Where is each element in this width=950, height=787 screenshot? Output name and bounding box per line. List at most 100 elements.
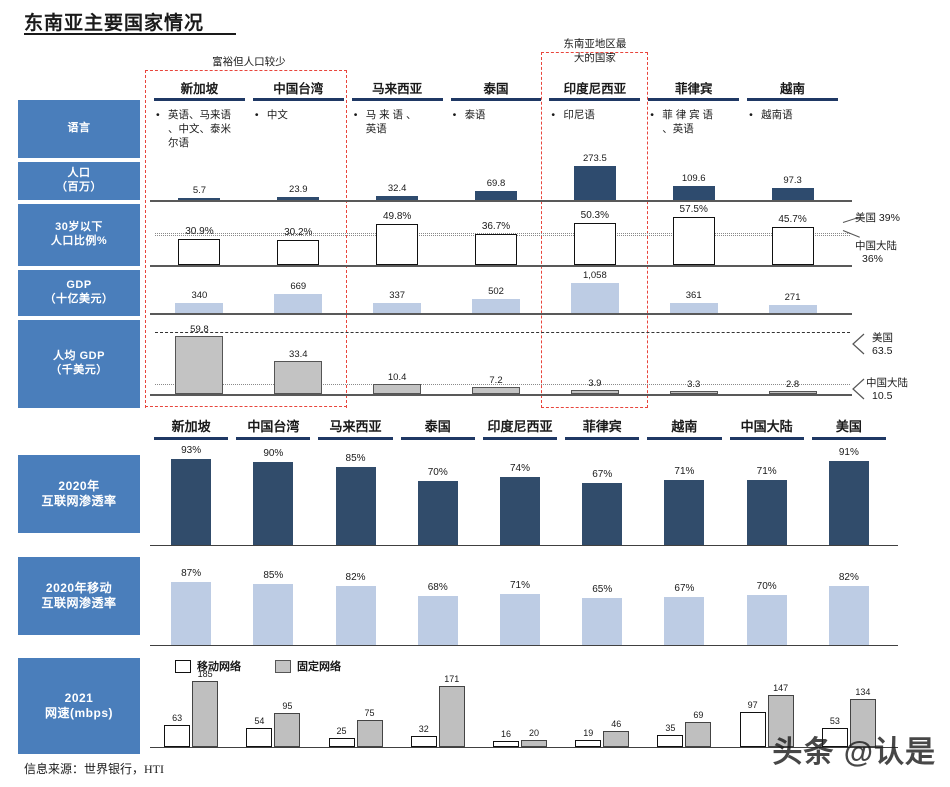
bar-label-speed-fixed-2: 75 xyxy=(364,708,375,719)
bar-label-internet-2: 85% xyxy=(345,452,366,464)
bar-label-gdppc-6: 2.8 xyxy=(785,379,800,390)
row-label-line2: 互联网渗透率 xyxy=(41,596,117,610)
callout-us-under30: 美国 39% xyxy=(855,212,900,224)
note-largest-country: 东南亚地区最 xyxy=(563,38,627,50)
language-cell-0: • 英语、马来语 、中文、泰米 尔语 xyxy=(156,108,245,151)
page-title: 东南亚主要国家情况 xyxy=(24,13,205,34)
top-column-rule-0 xyxy=(154,98,245,101)
bar-gdppc-3 xyxy=(472,386,520,394)
bar-gdppc-0 xyxy=(175,335,224,394)
bar-internet-1 xyxy=(253,462,294,545)
bullet-icon: • xyxy=(353,109,358,121)
bar-label-under30-6: 45.7% xyxy=(778,213,807,225)
legend-item-fixed[interactable]: 固定网络 xyxy=(275,658,341,674)
bottom-column-header-4: 印度尼西亚 xyxy=(487,419,553,434)
bar-speed-mobile-4 xyxy=(493,741,519,747)
top-row-label-text-0: 语言 xyxy=(68,122,91,136)
bar-label-mobile-4: 71% xyxy=(509,579,530,591)
bar-mobile-0 xyxy=(171,582,212,645)
bar-label-mobile-2: 82% xyxy=(345,571,366,583)
bar-under30-3 xyxy=(475,234,517,265)
bar-under30-5 xyxy=(672,217,715,265)
top-row-label-3: GDP （十亿美元） xyxy=(18,270,140,316)
bar-label-speed-fixed-7: 147 xyxy=(773,682,789,693)
bar-mobile-3 xyxy=(417,596,458,645)
bar-gdp-3 xyxy=(472,298,520,313)
title-underline xyxy=(24,33,236,35)
top-row-label-text-3: GDP （十亿美元） xyxy=(45,279,114,307)
bar-label-population-4: 273.5 xyxy=(582,153,607,164)
bar-label-under30-1: 30.2% xyxy=(284,226,313,238)
bar-gdp-6 xyxy=(768,305,817,313)
row-label-line2: （百万） xyxy=(56,181,102,193)
bar-label-mobile-8: 82% xyxy=(838,571,859,583)
axis-mobile-penetration xyxy=(150,645,898,646)
top-column-header-1: 中国台湾 xyxy=(273,82,324,96)
bar-label-speed-mobile-8: 53 xyxy=(829,716,840,727)
legend-item-mobile[interactable]: 移动网络 xyxy=(175,658,241,674)
bar-internet-2 xyxy=(335,466,376,545)
bar-gdp-0 xyxy=(175,303,224,313)
language-line: 、英语 xyxy=(662,123,694,136)
bar-gdp-1 xyxy=(274,294,323,313)
language-cell-5: • 菲 律 宾 语、英语 xyxy=(650,108,739,136)
bar-label-internet-3: 70% xyxy=(427,466,448,478)
bar-label-gdp-2: 337 xyxy=(389,290,406,302)
bar-mobile-6 xyxy=(664,596,705,645)
axis-internet-penetration xyxy=(150,545,898,546)
bottom-column-header-5: 菲律宾 xyxy=(582,419,622,434)
legend-swatch-icon-fixed xyxy=(275,659,291,673)
bar-label-gdppc-3: 7.2 xyxy=(489,374,503,386)
bar-population-2 xyxy=(376,195,419,200)
bar-label-speed-mobile-4: 16 xyxy=(500,729,511,740)
bar-label-speed-mobile-7: 97 xyxy=(747,700,758,711)
bar-label-speed-mobile-5: 19 xyxy=(583,728,594,739)
bar-internet-7 xyxy=(746,479,787,545)
top-row-label-1: 人口 （百万） xyxy=(18,162,140,200)
bar-internet-3 xyxy=(417,480,458,545)
row-label-line1: 2020年移动 xyxy=(45,581,113,595)
bar-gdppc-2 xyxy=(373,383,422,394)
bar-label-speed-mobile-3: 32 xyxy=(418,723,429,734)
bar-population-1 xyxy=(277,197,320,200)
bar-speed-fixed-2 xyxy=(356,720,383,747)
bar-label-speed-mobile-6: 35 xyxy=(665,722,676,733)
bar-under30-4 xyxy=(573,223,616,265)
top-column-rule-6 xyxy=(747,98,838,101)
top-column-header-2: 马来西亚 xyxy=(372,82,423,96)
language-text-6: 越南语 xyxy=(761,108,838,122)
language-line: 英语 xyxy=(365,123,387,136)
top-column-rule-4 xyxy=(549,98,641,101)
top-column-header-0: 新加坡 xyxy=(180,82,219,96)
bar-label-mobile-3: 68% xyxy=(427,582,448,594)
bullet-icon: • xyxy=(650,109,654,121)
language-cell-3: • 泰语 xyxy=(453,108,542,122)
top-row-label-text-1: 人口 （百万） xyxy=(56,167,102,195)
bar-gdp-4 xyxy=(570,283,619,313)
row-label-line1: GDP xyxy=(66,279,92,292)
bar-speed-fixed-4 xyxy=(521,739,547,747)
bar-label-gdppc-4: 3.9 xyxy=(588,378,602,390)
top-column-rule-1 xyxy=(252,98,344,101)
bottom-column-header-1: 中国台湾 xyxy=(247,419,300,434)
bar-label-speed-mobile-1: 54 xyxy=(254,715,265,726)
callout-china-gdppc-value: 10.5 xyxy=(872,390,893,402)
bar-label-speed-fixed-8: 134 xyxy=(855,687,871,698)
bar-internet-8 xyxy=(828,461,869,545)
bar-speed-fixed-5 xyxy=(603,730,630,747)
dashed-group-rich-bottom xyxy=(145,406,347,407)
bar-label-internet-4: 74% xyxy=(509,462,530,474)
language-line: 英语、马来语 xyxy=(168,109,231,121)
bar-label-population-5: 109.6 xyxy=(681,173,706,185)
bottom-column-header-0: 新加坡 xyxy=(171,419,211,434)
bar-under30-6 xyxy=(771,226,814,265)
row-label-line2: 网速(mbps) xyxy=(45,706,113,720)
top-column-header-6: 越南 xyxy=(780,82,806,96)
bottom-row-label-text-1: 2020年移动 互联网渗透率 xyxy=(41,581,116,611)
bullet-icon: • xyxy=(156,109,160,121)
bar-label-internet-7: 71% xyxy=(756,465,777,477)
bar-internet-5 xyxy=(582,483,623,545)
bar-speed-fixed-8 xyxy=(849,699,876,747)
top-row-label-2: 30岁以下 人口比例% xyxy=(18,204,140,266)
bar-speed-fixed-6 xyxy=(685,722,712,747)
